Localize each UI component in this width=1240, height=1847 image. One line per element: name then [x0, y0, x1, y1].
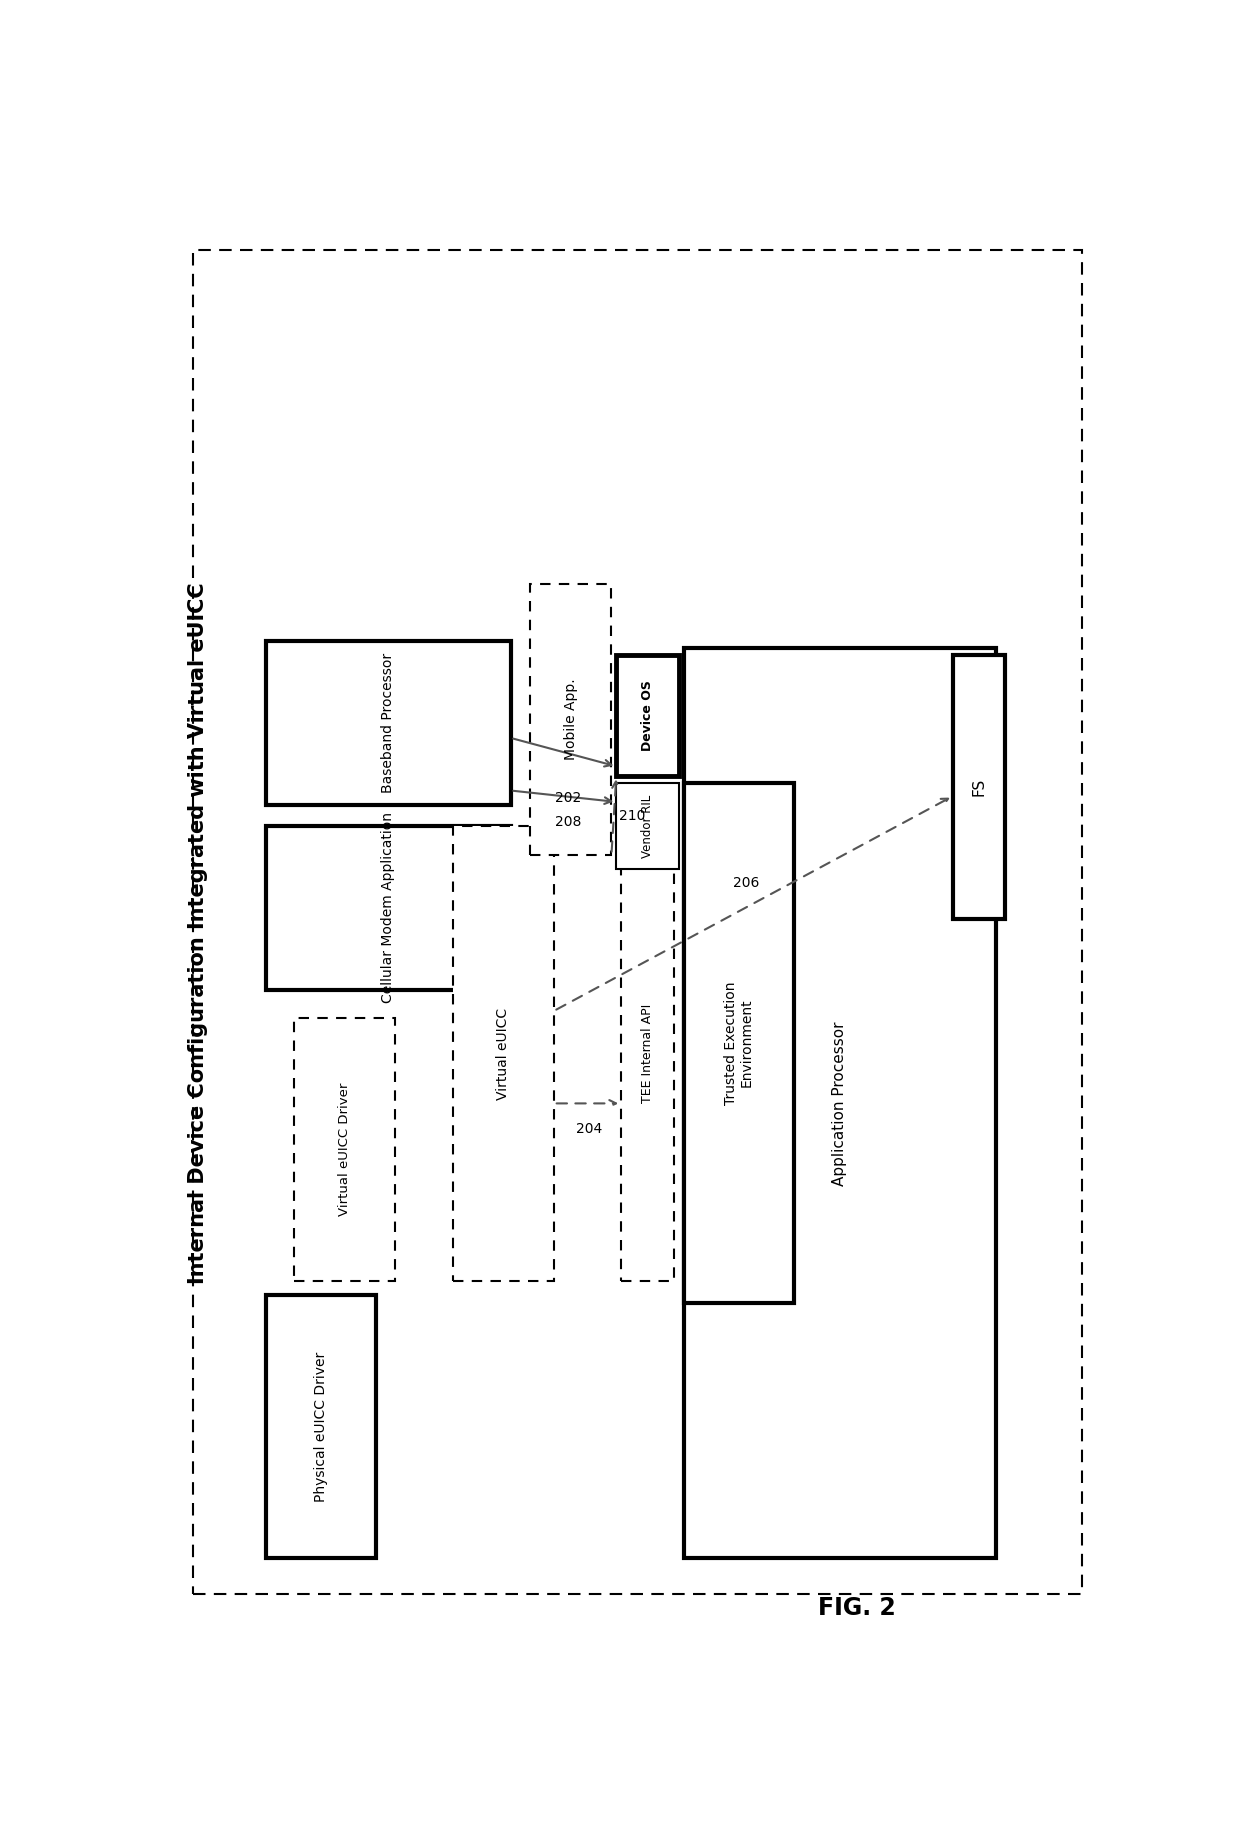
FancyBboxPatch shape	[265, 1295, 376, 1559]
Text: Physical eUICC Driver: Physical eUICC Driver	[314, 1352, 327, 1502]
Text: Virtual eUICC Driver: Virtual eUICC Driver	[339, 1082, 351, 1217]
Text: Internal Device Configuration Integrated with Virtual eUICC: Internal Device Configuration Integrated…	[188, 582, 208, 1284]
FancyBboxPatch shape	[683, 648, 996, 1559]
FancyBboxPatch shape	[616, 656, 678, 776]
Text: Vendor RIL: Vendor RIL	[641, 794, 653, 857]
Text: 202: 202	[556, 791, 582, 805]
FancyBboxPatch shape	[952, 656, 1006, 918]
Text: Baseband Processor: Baseband Processor	[381, 652, 396, 792]
FancyBboxPatch shape	[529, 584, 611, 855]
FancyBboxPatch shape	[265, 826, 511, 990]
FancyBboxPatch shape	[453, 826, 554, 1282]
Text: TEE Internal API: TEE Internal API	[641, 1005, 653, 1103]
Text: Device OS: Device OS	[641, 680, 653, 752]
Text: Application Processor: Application Processor	[832, 1021, 847, 1186]
FancyBboxPatch shape	[294, 1018, 396, 1282]
Text: FIG. 2: FIG. 2	[817, 1596, 895, 1620]
Text: Trusted Execution
Environment: Trusted Execution Environment	[724, 981, 754, 1105]
Text: 208: 208	[556, 815, 582, 829]
Text: 204: 204	[577, 1121, 603, 1136]
FancyBboxPatch shape	[683, 783, 794, 1302]
Text: 206: 206	[733, 875, 759, 890]
FancyBboxPatch shape	[621, 826, 675, 1282]
Text: Cellular Modem Application: Cellular Modem Application	[381, 813, 396, 1003]
FancyBboxPatch shape	[616, 783, 678, 868]
FancyBboxPatch shape	[265, 641, 511, 805]
Text: FS: FS	[972, 778, 987, 796]
Text: Mobile App.: Mobile App.	[564, 678, 578, 761]
Text: 210: 210	[620, 809, 646, 824]
Text: Virtual eUICC: Virtual eUICC	[496, 1008, 511, 1099]
